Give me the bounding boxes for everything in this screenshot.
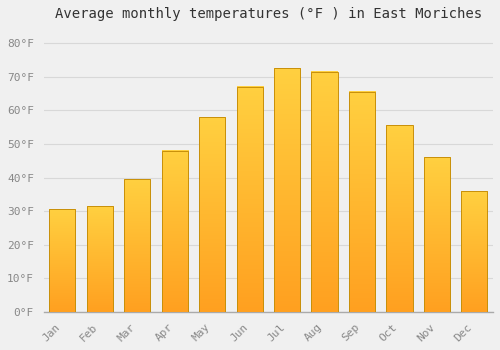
Bar bbox=[424, 158, 450, 312]
Bar bbox=[50, 209, 76, 312]
Bar bbox=[349, 92, 375, 312]
Bar bbox=[124, 179, 150, 312]
Bar bbox=[162, 150, 188, 312]
Title: Average monthly temperatures (°F ) in East Moriches: Average monthly temperatures (°F ) in Ea… bbox=[55, 7, 482, 21]
Bar bbox=[312, 72, 338, 312]
Bar bbox=[274, 68, 300, 312]
Bar bbox=[386, 125, 412, 312]
Bar bbox=[86, 206, 113, 312]
Bar bbox=[236, 87, 262, 312]
Bar bbox=[199, 117, 226, 312]
Bar bbox=[461, 191, 487, 312]
